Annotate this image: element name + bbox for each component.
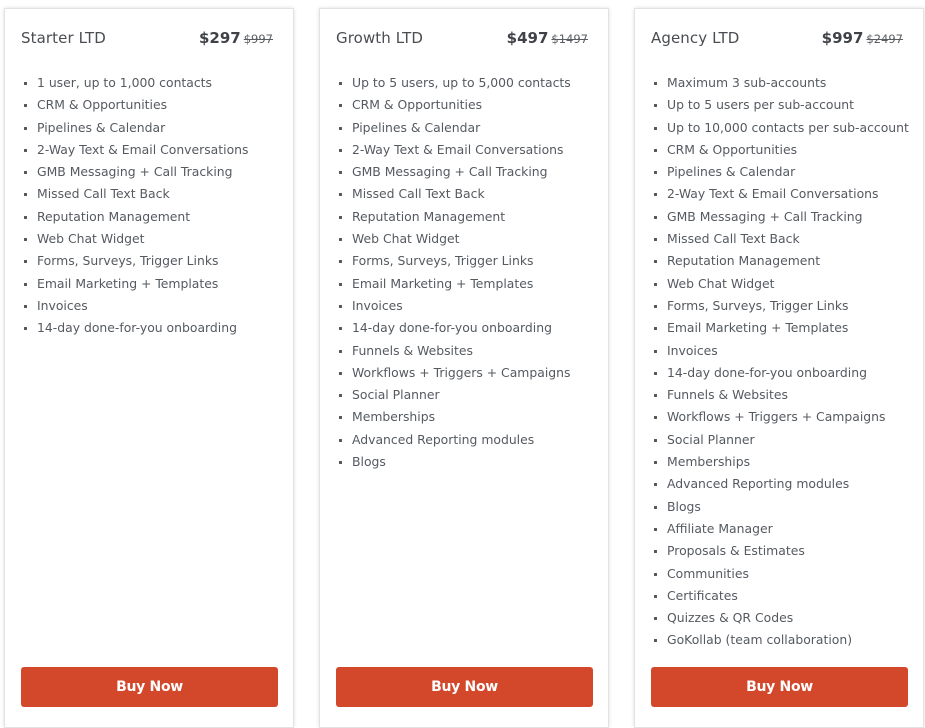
feature-item: GMB Messaging + Call Tracking bbox=[339, 161, 571, 183]
feature-item: 14-day done-for-you onboarding bbox=[23, 317, 248, 339]
feature-item: Invoices bbox=[339, 295, 571, 317]
feature-item: Maximum 3 sub-accounts bbox=[654, 72, 909, 94]
feature-item: Funnels & Websites bbox=[339, 340, 571, 362]
feature-item: Affiliate Manager bbox=[654, 518, 909, 540]
buy-now-button-starter[interactable]: Buy Now bbox=[21, 667, 278, 707]
plan-header: Agency LTD $997 $2497 bbox=[651, 29, 903, 51]
current-price: $997 bbox=[821, 29, 864, 47]
feature-item: Missed Call Text Back bbox=[654, 228, 909, 250]
feature-item: Web Chat Widget bbox=[654, 273, 909, 295]
feature-item: Pipelines & Calendar bbox=[654, 161, 909, 183]
feature-item: Up to 5 users per sub-account bbox=[654, 94, 909, 116]
feature-item: 2-Way Text & Email Conversations bbox=[654, 183, 909, 205]
plan-name: Growth LTD bbox=[336, 29, 424, 47]
plan-card-starter: Starter LTD $297 $997 1 user, up to 1,000… bbox=[4, 8, 294, 728]
current-price: $497 bbox=[506, 29, 549, 47]
plan-name: Starter LTD bbox=[21, 29, 106, 47]
feature-item: GMB Messaging + Call Tracking bbox=[654, 206, 909, 228]
plan-price: $997 $2497 bbox=[822, 29, 903, 47]
feature-item: Invoices bbox=[23, 295, 248, 317]
feature-item: Blogs bbox=[654, 496, 909, 518]
feature-item: Pipelines & Calendar bbox=[339, 117, 571, 139]
feature-item: Quizzes & QR Codes bbox=[654, 607, 909, 629]
feature-item: Advanced Reporting modules bbox=[654, 473, 909, 495]
plan-name: Agency LTD bbox=[651, 29, 740, 47]
feature-item: 2-Way Text & Email Conversations bbox=[339, 139, 571, 161]
original-price: $1497 bbox=[551, 32, 588, 46]
feature-item: 2-Way Text & Email Conversations bbox=[23, 139, 248, 161]
feature-item: Up to 10,000 contacts per sub-account bbox=[654, 117, 909, 139]
feature-item: Forms, Surveys, Trigger Links bbox=[23, 250, 248, 272]
feature-item: Social Planner bbox=[654, 429, 909, 451]
feature-item: Blogs bbox=[339, 451, 571, 473]
feature-item: Forms, Surveys, Trigger Links bbox=[339, 250, 571, 272]
feature-item: Reputation Management bbox=[654, 250, 909, 272]
feature-item: Funnels & Websites bbox=[654, 384, 909, 406]
feature-item: Email Marketing + Templates bbox=[654, 317, 909, 339]
buy-now-button-growth[interactable]: Buy Now bbox=[336, 667, 593, 707]
feature-item: Workflows + Triggers + Campaigns bbox=[339, 362, 571, 384]
feature-item: Up to 5 users, up to 5,000 contacts bbox=[339, 72, 571, 94]
feature-item: Missed Call Text Back bbox=[339, 183, 571, 205]
feature-item: Web Chat Widget bbox=[23, 228, 248, 250]
plan-header: Growth LTD $497 $1497 bbox=[336, 29, 588, 51]
feature-item: Communities bbox=[654, 563, 909, 585]
feature-item: Invoices bbox=[654, 340, 909, 362]
feature-item: Missed Call Text Back bbox=[23, 183, 248, 205]
feature-item: CRM & Opportunities bbox=[339, 94, 571, 116]
feature-item: Certificates bbox=[654, 585, 909, 607]
plan-price: $297 $997 bbox=[199, 29, 273, 47]
feature-item: CRM & Opportunities bbox=[23, 94, 248, 116]
feature-item: Advanced Reporting modules bbox=[339, 429, 571, 451]
feature-item: 14-day done-for-you onboarding bbox=[339, 317, 571, 339]
feature-item: Social Planner bbox=[339, 384, 571, 406]
feature-item: GMB Messaging + Call Tracking bbox=[23, 161, 248, 183]
original-price: $2497 bbox=[866, 32, 903, 46]
plan-header: Starter LTD $297 $997 bbox=[21, 29, 273, 51]
feature-item: GoKollab (team collaboration) bbox=[654, 629, 909, 651]
feature-item: Forms, Surveys, Trigger Links bbox=[654, 295, 909, 317]
feature-item: Reputation Management bbox=[23, 206, 248, 228]
feature-item: Email Marketing + Templates bbox=[23, 273, 248, 295]
feature-list: Maximum 3 sub-accounts Up to 5 users per … bbox=[651, 72, 909, 652]
original-price: $997 bbox=[243, 32, 273, 46]
feature-item: Proposals & Estimates bbox=[654, 540, 909, 562]
feature-item: Reputation Management bbox=[339, 206, 571, 228]
feature-item: Web Chat Widget bbox=[339, 228, 571, 250]
buy-now-button-agency[interactable]: Buy Now bbox=[651, 667, 908, 707]
feature-item: Memberships bbox=[339, 406, 571, 428]
plan-card-agency: Agency LTD $997 $2497 Maximum 3 sub-accou… bbox=[634, 8, 924, 728]
feature-item: Email Marketing + Templates bbox=[339, 273, 571, 295]
feature-list: Up to 5 users, up to 5,000 contacts CRM &… bbox=[336, 72, 571, 473]
feature-item: 14-day done-for-you onboarding bbox=[654, 362, 909, 384]
feature-item: 1 user, up to 1,000 contacts bbox=[23, 72, 248, 94]
feature-item: CRM & Opportunities bbox=[654, 139, 909, 161]
feature-list: 1 user, up to 1,000 contacts CRM & Opport… bbox=[21, 72, 248, 340]
feature-item: Memberships bbox=[654, 451, 909, 473]
feature-item: Pipelines & Calendar bbox=[23, 117, 248, 139]
feature-item: Workflows + Triggers + Campaigns bbox=[654, 406, 909, 428]
plan-card-growth: Growth LTD $497 $1497 Up to 5 users, up t… bbox=[319, 8, 609, 728]
plan-price: $497 $1497 bbox=[507, 29, 588, 47]
current-price: $297 bbox=[198, 29, 241, 47]
